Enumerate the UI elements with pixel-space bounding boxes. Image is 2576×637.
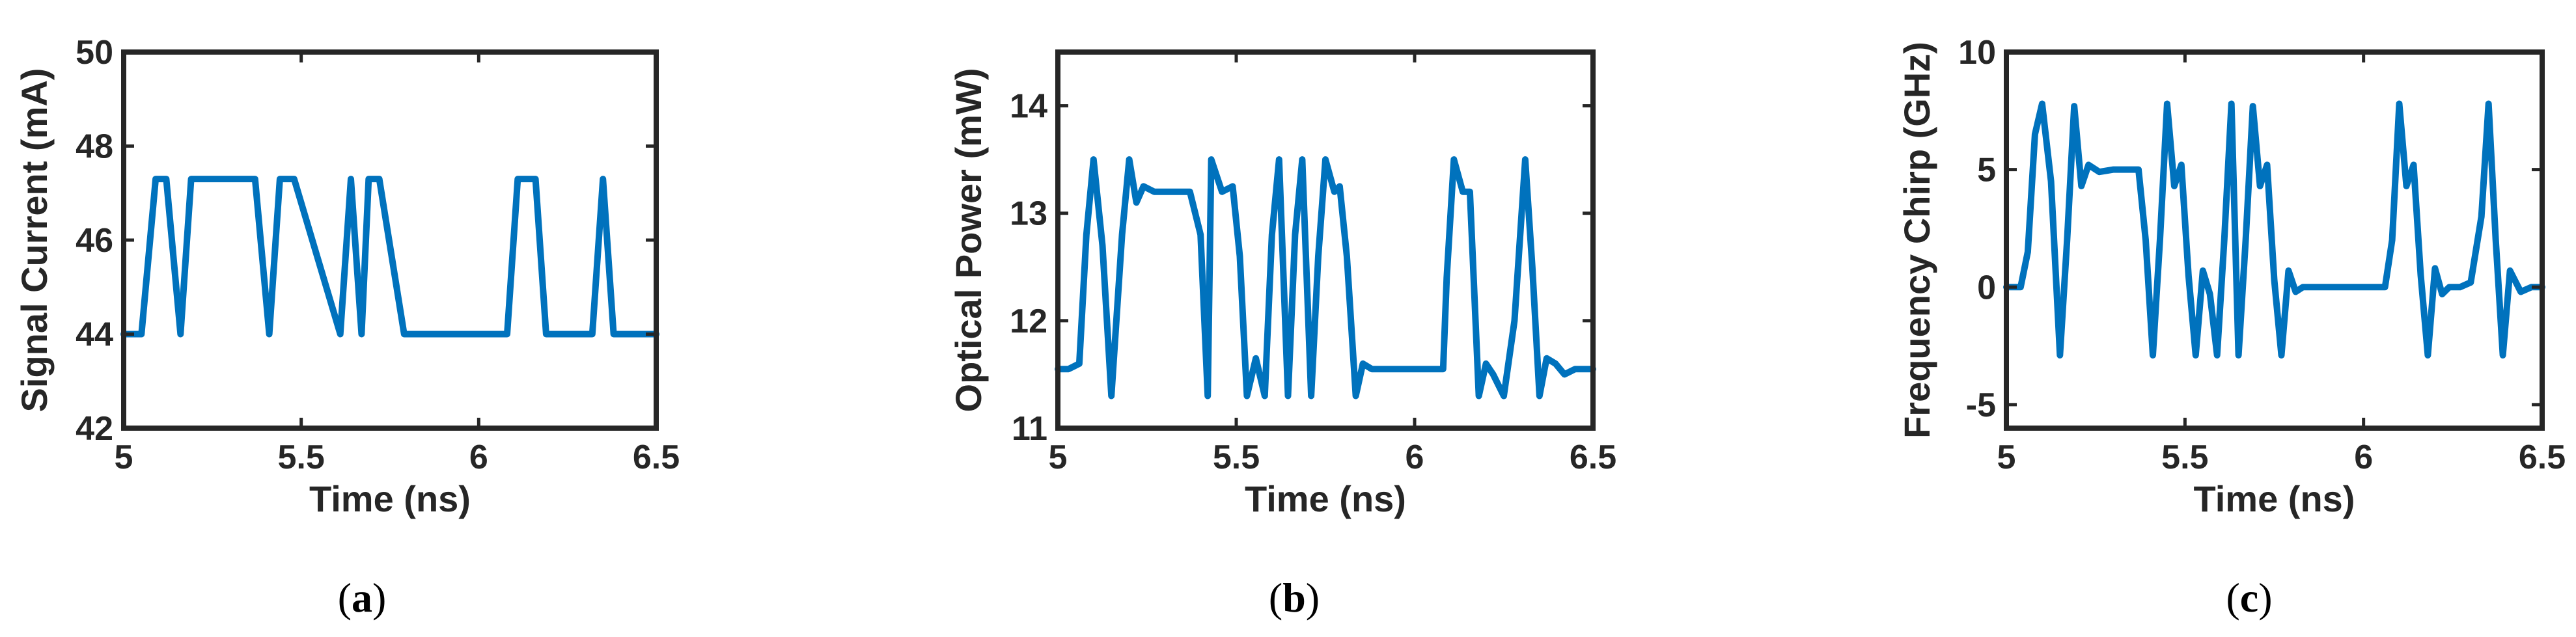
chart-panel-3: 5 5.5 6 6.5 -5 0 5 10 Time (ns) Frequency Chirp (…: [1896, 34, 2566, 621]
series-line: [1055, 156, 1596, 400]
x-axis-label: Time (ns): [2194, 478, 2355, 519]
plot-frame: [2004, 49, 2545, 431]
x-tick-label: 6: [1406, 439, 1424, 476]
x-axis-label: Time (ns): [1245, 478, 1406, 519]
series-line: [2003, 100, 2545, 359]
series-line: [120, 176, 659, 338]
x-tick-label: 6: [469, 439, 488, 476]
y-tick-label: 5: [1977, 152, 1996, 189]
x-tick-label: 5.5: [278, 439, 325, 476]
y-tick-label: 13: [1010, 195, 1047, 233]
x-tick-label: 5.5: [1213, 439, 1260, 476]
x-tick-label: 6.5: [1570, 439, 1616, 476]
chart-panel-2: 5 5.5 6 6.5 11 12 13 14 Time (ns) Optical Power (…: [948, 49, 1616, 621]
y-tick-label: 44: [76, 316, 113, 354]
chart-panel-1: 5 5.5 6 6.5 42 44 46 48 50 Time (ns) Signal Curren…: [14, 34, 680, 621]
y-tick-label: 11: [1012, 410, 1047, 448]
x-tick-label: 5: [1997, 439, 2016, 476]
y-axis-label: Signal Current (mA): [14, 68, 55, 413]
y-tick-label: 12: [1010, 303, 1047, 340]
plot-frame: [1055, 49, 1596, 431]
x-tick-label: 6: [2354, 439, 2373, 476]
x-tick-label: 6.5: [2519, 439, 2566, 476]
y-tick-label: 46: [76, 222, 113, 260]
y-tick-label: 14: [1010, 88, 1047, 126]
y-tick-label: 50: [76, 34, 113, 72]
y-axis-label: Optical Power (mW): [948, 68, 989, 413]
panel-caption: (a): [338, 575, 387, 621]
x-axis-label: Time (ns): [309, 478, 471, 519]
y-tick-label: 42: [76, 410, 113, 448]
x-tick-label: 5: [1049, 439, 1068, 476]
y-tick-label: 10: [1958, 34, 1996, 72]
x-tick-label: 5: [115, 439, 133, 476]
y-tick-label: 0: [1977, 269, 1996, 306]
panel-caption: (b): [1269, 575, 1320, 621]
x-tick-label: 5.5: [2161, 439, 2208, 476]
panel-caption: (c): [2226, 575, 2272, 621]
y-axis-label: Frequency Chirp (GHz): [1896, 42, 1937, 439]
x-tick-label: 6.5: [633, 439, 680, 476]
y-tick-label: 48: [76, 128, 113, 166]
y-tick-label: -5: [1966, 386, 1996, 424]
